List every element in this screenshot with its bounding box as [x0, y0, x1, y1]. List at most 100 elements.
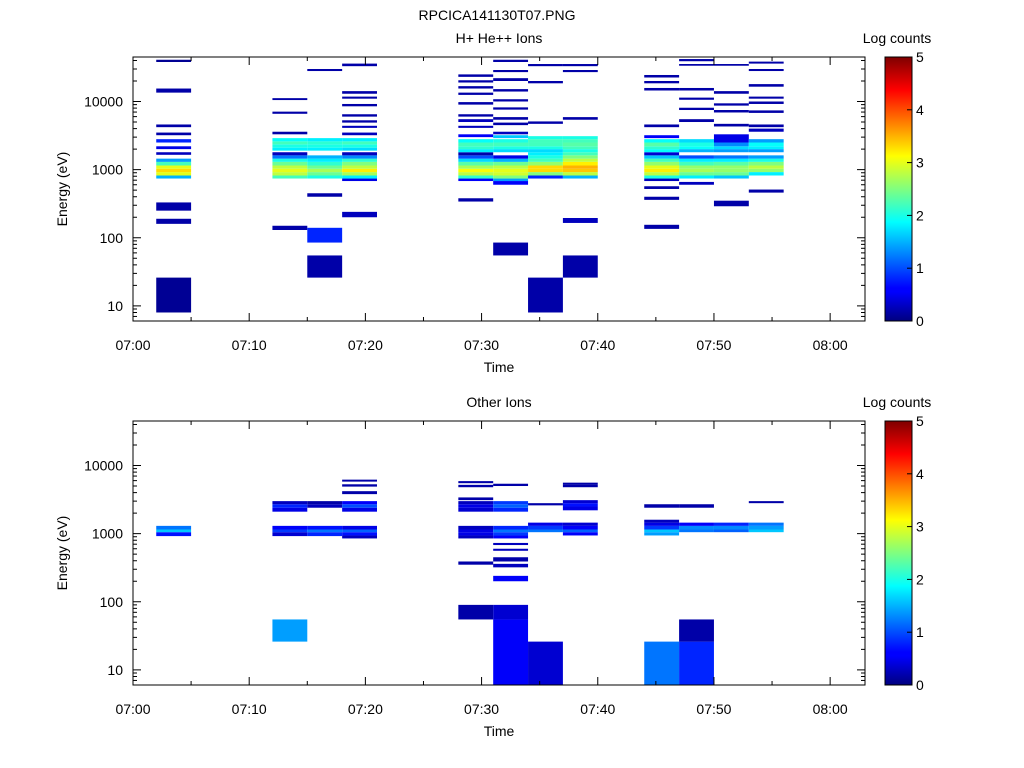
colorbar-tick-label: 2: [916, 207, 924, 223]
colorbar-tick-label: 2: [916, 571, 924, 587]
heatmap-cell: [156, 175, 192, 179]
heatmap-cell: [156, 158, 192, 162]
heatmap-cell: [272, 525, 308, 530]
colorbar-tick-label: 1: [916, 624, 924, 640]
heatmap-cell: [713, 168, 749, 173]
heatmap-cell: [156, 532, 192, 537]
heatmap-cell: [679, 504, 714, 508]
heatmap-cell: [458, 86, 494, 89]
heatmap-cell: [644, 224, 680, 229]
heatmap-cell: [156, 525, 192, 530]
heatmap-cell: [307, 141, 343, 145]
heatmap-cell: [272, 501, 308, 505]
x-tick-label: 08:00: [813, 337, 848, 353]
heatmap-cell: [679, 168, 714, 173]
y-tick-label: 10: [107, 298, 123, 314]
heatmap-cell: [679, 142, 714, 147]
panel-title: Other Ions: [466, 394, 531, 410]
heatmap-cell: [562, 506, 598, 511]
heatmap-cell: [644, 178, 680, 182]
heatmap-cell: [562, 525, 598, 530]
heatmap-cell: [493, 181, 529, 185]
heatmap-cell: [713, 529, 749, 533]
heatmap-cell: [528, 168, 563, 173]
heatmap-cell: [713, 158, 749, 162]
heatmap-cell: [644, 186, 680, 189]
heatmap-cell: [644, 139, 680, 143]
x-axis-label: Time: [484, 723, 515, 739]
heatmap-cell: [458, 497, 494, 501]
heatmap-cell: [342, 175, 377, 179]
colorbar-tick-label: 3: [916, 519, 924, 535]
heatmap-cell: [528, 64, 563, 67]
x-tick-label: 07:10: [232, 701, 267, 717]
heatmap-cell: [458, 172, 494, 176]
heatmap-cell: [458, 504, 494, 508]
panel-title: H+ He++ Ions: [456, 30, 543, 46]
heatmap-cell: [644, 175, 680, 179]
heatmap-cell: [272, 172, 308, 176]
heatmap-cell: [748, 165, 784, 169]
heatmap-cell: [562, 255, 598, 278]
heatmap-cell: [272, 168, 308, 173]
heatmap-cell: [272, 98, 308, 101]
y-axis-label: Energy (eV): [54, 152, 70, 227]
heatmap-cell: [748, 161, 784, 166]
heatmap-cell: [342, 120, 377, 123]
heatmap-cell: [644, 504, 680, 508]
heatmap-cell: [528, 161, 563, 166]
heatmap-cell: [748, 124, 784, 128]
heatmap-cell: [272, 225, 308, 230]
heatmap-cell: [458, 165, 494, 169]
heatmap-cell: [644, 532, 680, 536]
heatmap-cell: [679, 87, 714, 91]
heatmap-cell: [713, 103, 749, 106]
heatmap-cell: [562, 139, 598, 143]
heatmap-cell: [493, 78, 529, 81]
heatmap-cell: [493, 604, 529, 620]
heatmap-cell: [307, 165, 343, 169]
heatmap-cell: [562, 522, 598, 526]
x-tick-label: 07:40: [580, 701, 615, 717]
heatmap-cell: [458, 114, 494, 117]
heatmap-cell: [528, 525, 563, 530]
heatmap-cell: [562, 158, 598, 162]
heatmap-cell: [156, 139, 192, 143]
heatmap-cell: [307, 155, 343, 159]
heatmap-cell: [493, 563, 529, 568]
heatmap-cell: [528, 155, 563, 159]
heatmap-cell: [458, 535, 494, 539]
heatmap-cell: [458, 161, 494, 166]
heatmap-cell: [644, 168, 680, 173]
heatmap-cell: [458, 507, 494, 512]
heatmap-cell: [528, 529, 563, 533]
heatmap-cell: [748, 142, 784, 147]
colorbar-tick-label: 5: [916, 413, 924, 429]
heatmap-cell: [272, 619, 308, 642]
heatmap-cell: [679, 107, 714, 111]
heatmap-cell: [644, 196, 680, 200]
heatmap-cell: [493, 504, 529, 508]
heatmap-cell: [562, 503, 598, 507]
heatmap-cell: [748, 172, 784, 176]
heatmap-cell: [342, 91, 377, 94]
heatmap-cell: [748, 501, 784, 504]
heatmap-cell: [748, 158, 784, 162]
heatmap-cell: [493, 139, 529, 143]
heatmap-cell: [272, 507, 308, 512]
heatmap-cells: [156, 59, 784, 313]
heatmap-cell: [458, 484, 494, 488]
heatmap-cell: [562, 175, 598, 179]
heatmap-cell: [679, 529, 714, 533]
heatmap-cell: [713, 149, 749, 153]
x-tick-label: 07:00: [115, 701, 150, 717]
heatmap-cell: [679, 525, 714, 530]
heatmap-cell: [644, 87, 680, 91]
plot-frame: [132, 56, 866, 322]
heatmap-cell: [528, 146, 563, 150]
heatmap-cell: [493, 507, 529, 512]
heatmap-cell: [156, 202, 192, 211]
heatmap-cell: [342, 178, 377, 182]
x-tick-label: 08:00: [813, 701, 848, 717]
heatmap-cell: [493, 501, 529, 505]
